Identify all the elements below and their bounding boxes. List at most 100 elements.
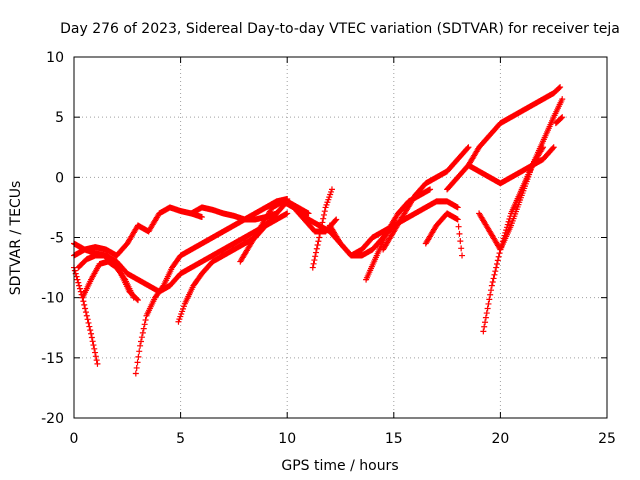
data-point — [94, 360, 101, 367]
data-point — [134, 359, 141, 366]
data-point — [321, 208, 328, 215]
series-track-16 — [422, 210, 466, 259]
data-point — [314, 242, 321, 249]
data-point — [89, 338, 96, 345]
data-point — [135, 353, 142, 360]
data-point — [540, 144, 547, 151]
data-point — [312, 249, 319, 256]
y-tick-label: -15 — [41, 351, 64, 367]
data-point — [320, 215, 327, 222]
data-point — [82, 305, 89, 312]
y-axis-label: SDTVAR / TECUs — [8, 181, 24, 296]
data-point — [134, 296, 141, 303]
data-point — [482, 319, 489, 326]
data-point — [71, 267, 78, 274]
data-point — [328, 186, 335, 193]
data-point — [159, 283, 166, 290]
data-point — [88, 330, 95, 337]
data-point — [312, 253, 319, 260]
data-point — [559, 114, 566, 121]
x-tick-label: 15 — [385, 431, 403, 447]
x-tick-label: 20 — [491, 431, 509, 447]
data-point — [489, 279, 496, 286]
data-point — [80, 298, 87, 305]
data-point — [484, 305, 491, 312]
data-point — [87, 327, 94, 334]
data-point — [320, 211, 327, 218]
axis-ticks: 0 5 10 15 20 25 -20 -15 -10 -5 0 5 10 — [41, 50, 616, 447]
data-point — [493, 260, 500, 267]
data-point — [73, 273, 80, 280]
data-point — [549, 145, 556, 152]
data-point — [133, 364, 140, 371]
data-point — [75, 279, 82, 286]
data-point — [82, 309, 89, 316]
data-points — [71, 84, 566, 377]
series-track-2 — [134, 204, 205, 235]
y-tick-label: 0 — [55, 170, 64, 186]
data-point — [557, 84, 564, 91]
data-point — [492, 268, 499, 275]
y-tick-label: -5 — [50, 231, 64, 247]
data-point — [480, 328, 487, 335]
y-tick-label: -10 — [41, 291, 64, 307]
data-point — [485, 300, 492, 307]
data-point — [198, 214, 205, 221]
data-point — [316, 230, 323, 237]
data-point — [142, 317, 149, 324]
data-point — [539, 145, 546, 152]
data-point — [317, 226, 324, 233]
data-point — [81, 301, 88, 308]
data-point — [305, 210, 312, 217]
x-tick-label: 0 — [70, 431, 79, 447]
chart-title: Day 276 of 2023, Sidereal Day-to-day VTE… — [60, 21, 620, 37]
x-tick-label: 5 — [176, 431, 185, 447]
data-point — [85, 319, 92, 326]
data-point — [77, 288, 84, 295]
data-point — [556, 84, 563, 91]
data-point — [137, 342, 144, 349]
series-track-17 — [444, 144, 557, 193]
data-point — [488, 287, 495, 294]
data-point — [464, 145, 471, 152]
data-point — [457, 238, 464, 245]
data-point — [481, 323, 488, 330]
data-point — [493, 264, 500, 271]
data-point — [483, 310, 490, 317]
data-point — [315, 238, 322, 245]
data-point — [130, 294, 137, 301]
data-point — [311, 257, 318, 264]
data-point — [92, 349, 99, 356]
data-point — [332, 217, 339, 224]
data-point — [90, 342, 97, 349]
data-point — [427, 186, 434, 193]
data-point — [134, 297, 141, 304]
data-point — [456, 230, 463, 237]
data-point — [550, 144, 557, 151]
y-tick-label: 5 — [55, 110, 64, 126]
x-tick-label: 10 — [278, 431, 296, 447]
data-point — [494, 257, 501, 264]
data-point — [454, 204, 461, 211]
series-track-18 — [465, 84, 564, 169]
data-point — [310, 260, 317, 267]
data-point — [76, 285, 83, 292]
data-point — [486, 296, 493, 303]
data-point — [487, 291, 494, 298]
data-point — [313, 245, 320, 252]
data-point — [455, 223, 462, 230]
series-track-12 — [309, 186, 335, 271]
data-point — [465, 144, 472, 151]
data-point — [138, 338, 145, 345]
series-track-20 — [476, 144, 547, 253]
data-point — [318, 223, 325, 230]
data-point — [74, 276, 81, 283]
data-point — [121, 275, 128, 282]
data-point — [140, 325, 147, 332]
data-point — [319, 219, 326, 226]
data-point — [482, 314, 489, 321]
series-track-15 — [380, 144, 472, 253]
y-tick-label: -20 — [41, 411, 64, 427]
series-track-21 — [552, 114, 566, 127]
